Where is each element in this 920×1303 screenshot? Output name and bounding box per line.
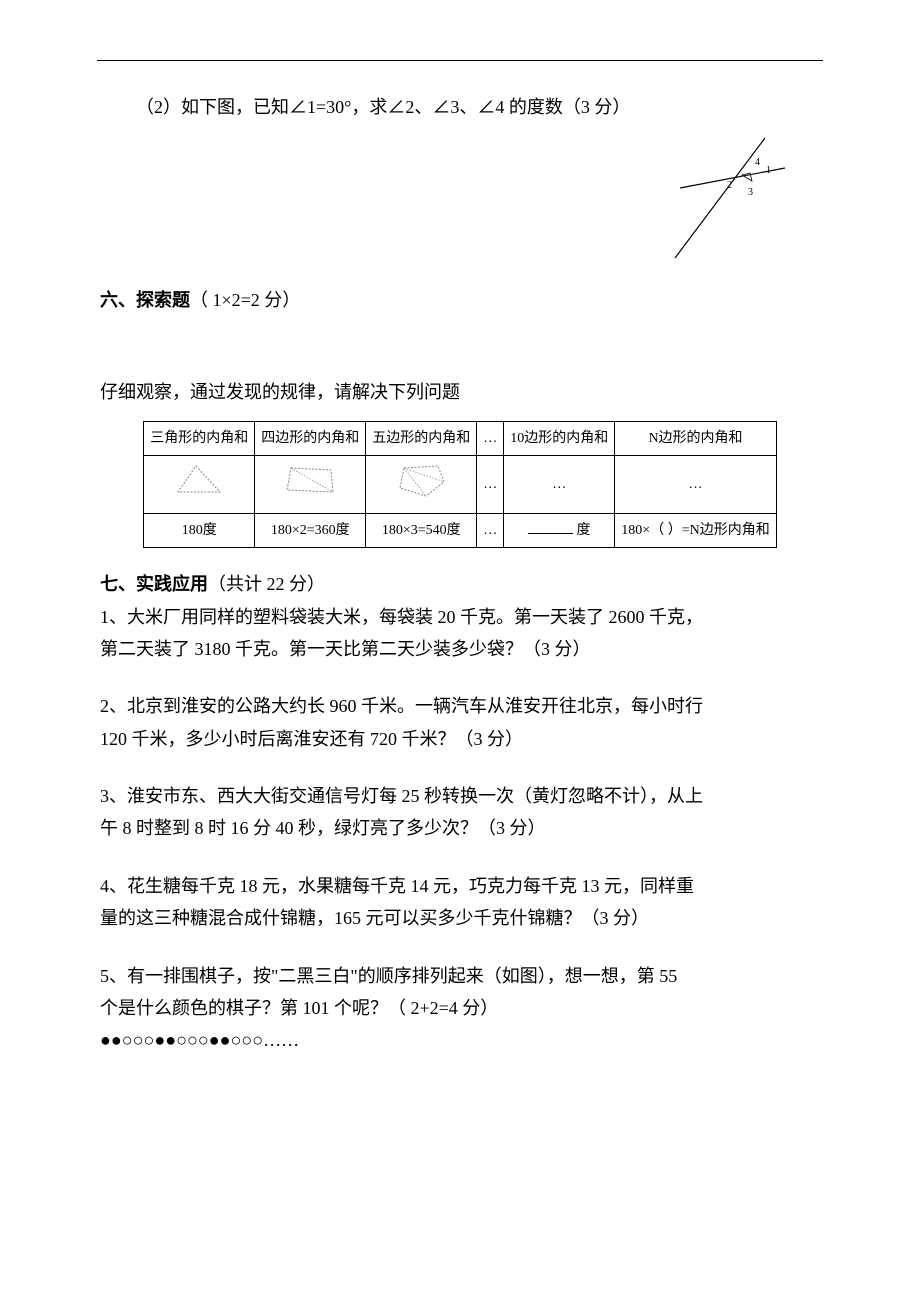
cell-dots-1: … <box>477 455 504 513</box>
table-shape-row: … … … <box>144 455 776 513</box>
p2-line1: 2、北京到淮安的公路大约长 960 千米。一辆汽车从淮安开往北京，每小时行 <box>100 690 820 722</box>
angle-label-4: 4 <box>755 157 760 168</box>
section-7-header: 七、实践应用（共计 22 分） <box>100 568 820 600</box>
p2-line2: 120 千米，多少小时后离淮安还有 720 千米？（3 分） <box>100 723 820 755</box>
cell-v0: 180度 <box>144 513 255 547</box>
polygon-table: 三角形的内角和 四边形的内角和 五边形的内角和 … 10边形的内角和 N边形的内… <box>100 421 820 549</box>
angle-label-2: 2 <box>727 180 732 191</box>
section-6-header: 六、探索题（ 1×2=2 分） <box>100 284 820 316</box>
p1-line1: 1、大米厂用同样的塑料袋装大米，每袋装 20 千克。第一天装了 2600 千克， <box>100 601 820 633</box>
blank-deca <box>528 520 573 534</box>
problem-5: 5、有一排围棋子，按"二黑三白"的顺序排列起来（如图），想一想，第 55 个是什… <box>100 960 820 1025</box>
problem-4: 4、花生糖每千克 18 元，水果糖每千克 14 元，巧克力每千克 13 元，同样… <box>100 870 820 935</box>
p3-line2: 午 8 时整到 8 时 16 分 40 秒，绿灯亮了多少次？（3 分） <box>100 812 820 844</box>
section-6-points: （ 1×2=2 分） <box>190 290 300 310</box>
cell-v4: 度 <box>504 513 615 547</box>
cell-penta-shape <box>366 455 477 513</box>
question-2-2: （2）如下图，已知∠1=30°，求∠2、∠3、∠4 的度数（3 分） <box>100 91 820 123</box>
p3-line1: 3、淮安市东、西大大街交通信号灯每 25 秒转换一次（黄灯忽略不计），从上 <box>100 780 820 812</box>
angle-label-3: 3 <box>748 187 753 198</box>
section-6-title: 六、探索题 <box>100 290 190 310</box>
section-6-intro: 仔细观察，通过发现的规律，请解决下列问题 <box>100 376 820 408</box>
th-triangle: 三角形的内角和 <box>144 421 255 455</box>
cell-v2: 180×3=540度 <box>366 513 477 547</box>
problem-2: 2、北京到淮安的公路大约长 960 千米。一辆汽车从淮安开往北京，每小时行 12… <box>100 690 820 755</box>
angle-diagram: 4 1 2 3 <box>650 133 790 273</box>
table-header-row: 三角形的内角和 四边形的内角和 五边形的内角和 … 10边形的内角和 N边形的内… <box>144 421 776 455</box>
problem-1: 1、大米厂用同样的塑料袋装大米，每袋装 20 千克。第一天装了 2600 千克，… <box>100 601 820 666</box>
p4-line1: 4、花生糖每千克 18 元，水果糖每千克 14 元，巧克力每千克 13 元，同样… <box>100 870 820 902</box>
table-value-row: 180度 180×2=360度 180×3=540度 … 度 180×（ ）=N… <box>144 513 776 547</box>
p5-line2: 个是什么颜色的棋子？第 101 个呢？（ 2+2=4 分） <box>100 992 820 1024</box>
cell-v1: 180×2=360度 <box>255 513 366 547</box>
cell-triangle-shape <box>144 455 255 513</box>
angle-label-1: 1 <box>766 165 771 176</box>
th-ngon: N边形的内角和 <box>615 421 776 455</box>
problem-3: 3、淮安市东、西大大街交通信号灯每 25 秒转换一次（黄灯忽略不计），从上 午 … <box>100 780 820 845</box>
q2-text: （2）如下图，已知∠1=30°，求∠2、∠3、∠4 的度数（3 分） <box>136 97 630 117</box>
p5-line1: 5、有一排围棋子，按"二黑三白"的顺序排列起来（如图），想一想，第 55 <box>100 960 820 992</box>
p4-line2: 量的这三种糖混合成什锦糖，165 元可以买多少千克什锦糖？（3 分） <box>100 902 820 934</box>
cell-v3: … <box>477 513 504 547</box>
cell-dots-3: … <box>615 455 776 513</box>
p1-line2: 第二天装了 3180 千克。第一天比第二天少装多少袋？（3 分） <box>100 633 820 665</box>
th-deca: 10边形的内角和 <box>504 421 615 455</box>
section-7-points: （共计 22 分） <box>208 574 325 594</box>
th-dots: … <box>477 421 504 455</box>
section-7-title: 七、实践应用 <box>100 574 208 594</box>
cell-v5: 180×（ ）=N边形内角和 <box>615 513 776 547</box>
go-stones-pattern: ●●○○○●●○○○●●○○○…… <box>100 1024 820 1056</box>
cell-dots-2: … <box>504 455 615 513</box>
th-penta: 五边形的内角和 <box>366 421 477 455</box>
cell-quad-shape <box>255 455 366 513</box>
th-quad: 四边形的内角和 <box>255 421 366 455</box>
